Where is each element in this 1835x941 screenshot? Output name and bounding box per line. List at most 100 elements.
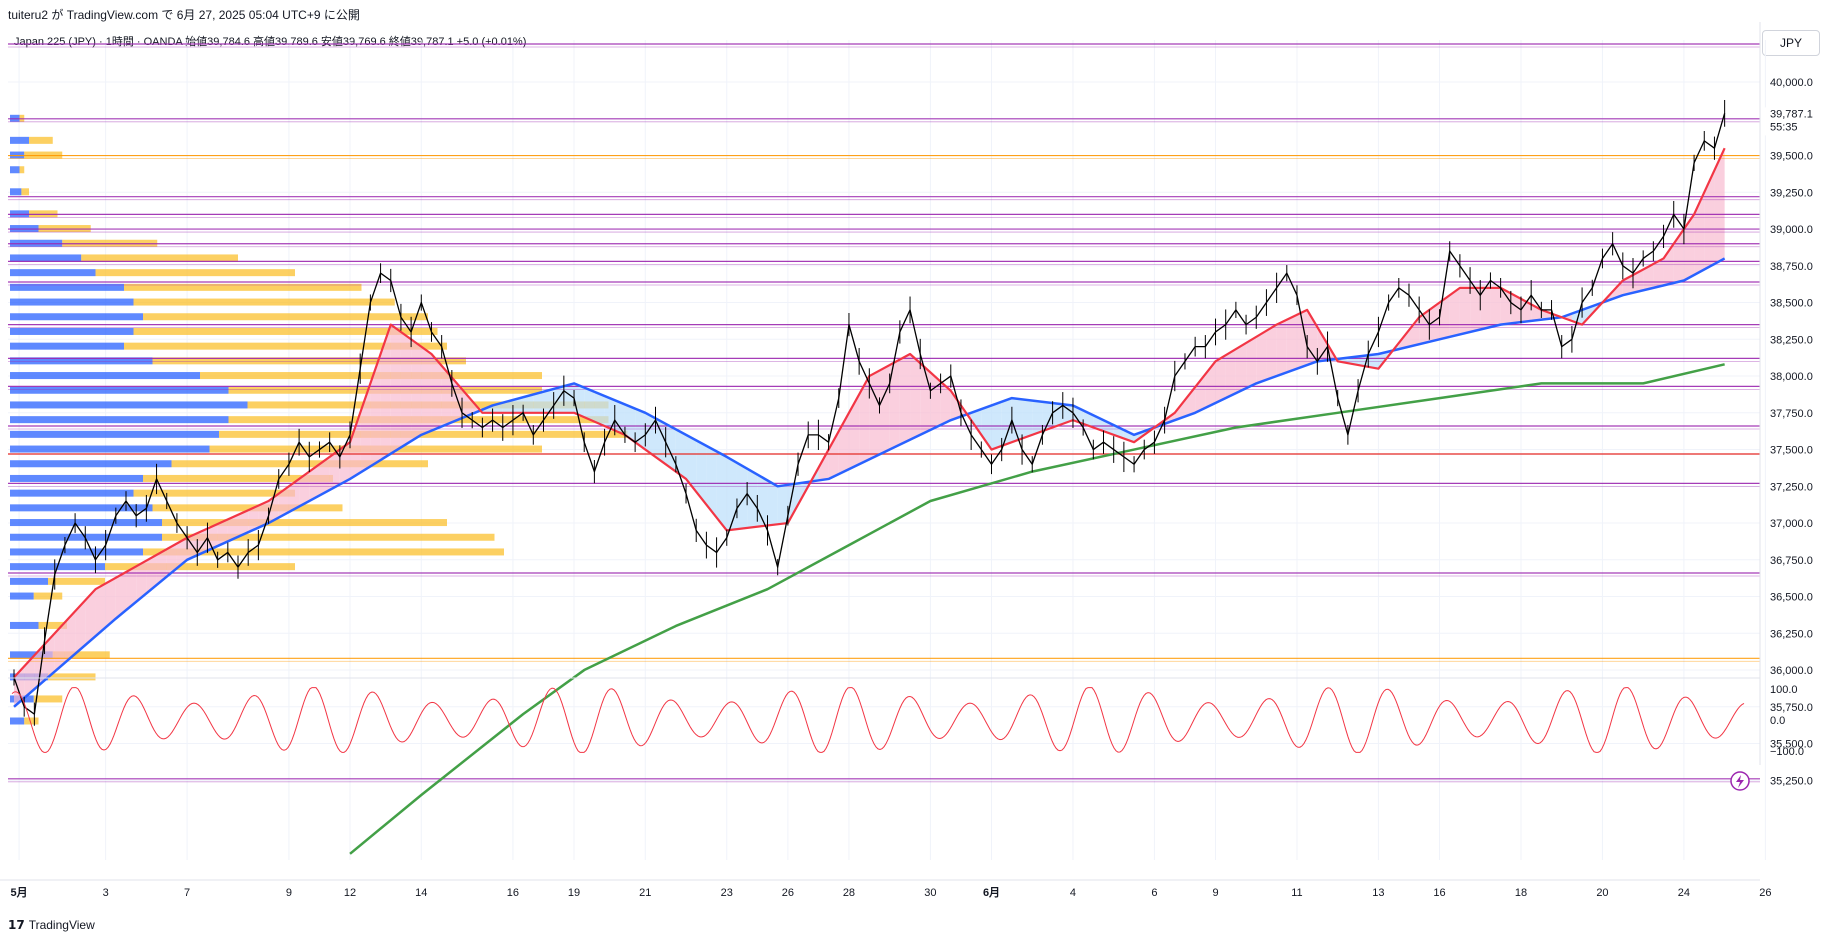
mid-ma-line [13, 257, 1726, 708]
ma-fill-segment [1643, 263, 1654, 291]
ma-fill-segment [105, 577, 116, 628]
ma-fill-segment [777, 484, 788, 525]
price-tick-label: 36,750.0 [1770, 555, 1813, 567]
ma-fill-segment [1205, 361, 1216, 408]
ma-fill-segment [523, 394, 534, 413]
ma-fill-segment [1541, 309, 1552, 320]
price-tick-label: 40,000.0 [1770, 77, 1813, 89]
ma-fill-segment [187, 533, 198, 560]
time-tick-label: 13 [1372, 887, 1384, 899]
ma-fill-segment [1225, 349, 1236, 399]
ma-fill-segment [747, 468, 758, 528]
ma-fill-segment [594, 391, 605, 427]
ma-fill-segment [1011, 398, 1023, 443]
ma-fill-segment [889, 359, 900, 450]
price-tick-label: 35,250.0 [1770, 775, 1813, 787]
ma-fill-segment [950, 390, 961, 421]
ma-fill-segment [910, 354, 921, 440]
price-tick-label: 35,750.0 [1770, 702, 1813, 714]
time-tick-label: 9 [286, 887, 292, 899]
ma-fill-segment [278, 486, 289, 518]
ma-fill-segment [1500, 287, 1511, 325]
time-axis[interactable]: 5月 3 7 9 12 14 16 19 21 23 26 28 30 6月 4 6 9 11 13 16 18 20 24… [0, 879, 1771, 899]
ma-fill-segment [859, 376, 870, 465]
price-tick-label: 37,250.0 [1770, 481, 1813, 493]
price-tick-label: 35,500.0 [1770, 739, 1813, 751]
alert-lightning-icon[interactable] [1730, 771, 1750, 791]
price-candles [13, 99, 1726, 726]
ma-fill-segment [584, 387, 595, 422]
ma-fill-segment [441, 365, 452, 427]
ma-fill-segment [1582, 306, 1593, 325]
ma-fill-segment [156, 549, 167, 585]
ma-fill-segment [706, 445, 717, 518]
ma-fill-segment [624, 404, 636, 443]
volume-profile-bar-up [143, 548, 504, 556]
volume-profile-bar-up [29, 136, 53, 144]
ma-fill-segment [1531, 304, 1542, 321]
time-tick-label: 9 [1212, 887, 1218, 899]
time-tick-label: 12 [344, 887, 356, 899]
ma-fill-segment [1246, 336, 1257, 389]
ma-fill-segment [655, 418, 666, 465]
ma-fill-segment [126, 566, 137, 611]
time-tick-label: 30 [924, 887, 936, 899]
top-bar: tuiteru2 が TradingView.com で 6月 27, 2025… [0, 0, 1835, 26]
volume-profile [10, 114, 628, 725]
volume-profile-bar-up [143, 474, 333, 482]
ma-fill-segment [146, 554, 157, 594]
volume-profile-bar-up [19, 166, 25, 174]
volume-profile-bar-down [10, 386, 229, 394]
ma-fill-segment [553, 386, 564, 413]
volume-profile-bar-up [143, 313, 428, 321]
ma-fill-segment [1520, 298, 1532, 323]
time-tick-label: 28 [843, 887, 855, 899]
volume-profile-bar-down [10, 519, 162, 527]
volume-profile-bar-down [10, 313, 143, 321]
volume-profile-bar-up [162, 519, 447, 527]
ma-fill-segment [370, 354, 381, 467]
ma-fill-segment [1694, 192, 1705, 275]
volume-profile-bar-down [10, 548, 143, 556]
footer-brand-text: TradingView [28, 918, 95, 932]
ma-fill-segment [115, 572, 127, 619]
price-tick-label: 38,000.0 [1770, 371, 1813, 383]
fast-ma-line [13, 147, 1726, 679]
time-tick-label: 4 [1070, 887, 1076, 899]
ma-fill-segment [64, 611, 76, 663]
price-tick-label: 37,000.0 [1770, 518, 1813, 530]
time-tick-label: 16 [507, 887, 519, 899]
volume-profile-bar-down [10, 430, 219, 438]
ma-fill-segment [1286, 314, 1297, 373]
ma-fill-segment [971, 409, 982, 435]
volume-profile-bar-down [10, 283, 124, 291]
ma-fill-segment [217, 519, 228, 547]
time-tick-label: 11 [1291, 887, 1302, 899]
volume-profile-bar-up [200, 372, 542, 380]
horizontal-levels [8, 43, 1760, 783]
ma-fill-segment [1042, 401, 1053, 432]
ma-fill-segment [1174, 399, 1185, 421]
published-caption: tuiteru2 が TradingView.com で 6月 27, 2025… [8, 8, 360, 22]
volume-profile-bar-up [133, 298, 395, 306]
ma-fill-segment [726, 456, 737, 531]
ma-fill-segment [24, 655, 35, 698]
ma-fill-segment [390, 324, 401, 454]
volume-profile-bar-up [152, 357, 466, 365]
price-tick-label: 39,500.0 [1770, 151, 1813, 163]
time-tick-label: 6月 [983, 886, 1000, 899]
volume-profile-bar-down [10, 577, 48, 585]
ma-fill-segment [1184, 387, 1196, 417]
ma-fill-segment [288, 478, 300, 513]
volume-profile-bar-up [81, 254, 238, 262]
price-tick-label: 38,750.0 [1770, 261, 1813, 273]
volume-profile-bar-down [10, 401, 248, 409]
currency-button[interactable]: JPY [1762, 30, 1820, 56]
ma-fill-segment [238, 510, 249, 537]
ma-fill-segment [1490, 287, 1501, 328]
ma-fill-segment [563, 383, 575, 413]
volume-profile-bar-down [10, 621, 39, 629]
ma-fill-segment [828, 431, 839, 479]
price-axis[interactable]: 40,000.039,750.039,500.039,250.039,000.0… [1759, 22, 1813, 787]
